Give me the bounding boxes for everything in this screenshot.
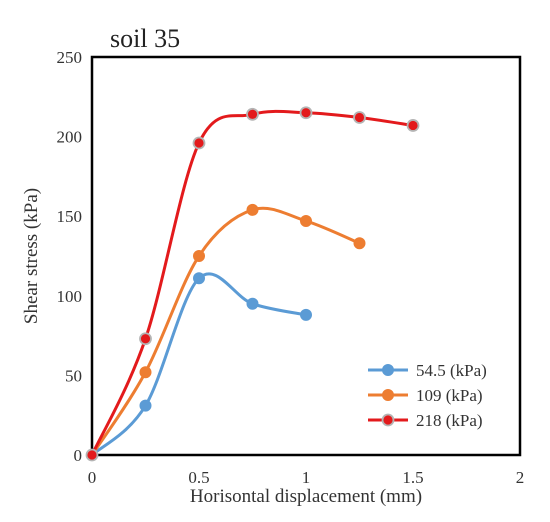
- data-point: [193, 272, 205, 285]
- x-tick-label: 1: [302, 468, 311, 487]
- legend-swatch-marker: [382, 364, 394, 376]
- x-tick-label: 0.5: [188, 468, 209, 487]
- y-tick-label: 100: [57, 287, 83, 306]
- data-point: [246, 203, 259, 216]
- data-point: [299, 106, 313, 120]
- data-point: [353, 237, 366, 250]
- data-point: [193, 250, 205, 262]
- x-tick-label: 2: [516, 468, 525, 487]
- legend-label: 109 (kPa): [416, 386, 483, 405]
- legend-swatch-marker: [382, 389, 394, 401]
- legend-label: 218 (kPa): [416, 411, 483, 430]
- y-tick-label: 250: [57, 48, 83, 67]
- x-axis-title: Horisontal displacement (mm): [190, 486, 422, 507]
- legend-item: 109 (kPa): [368, 386, 483, 405]
- data-point: [139, 332, 152, 346]
- data-point: [353, 111, 366, 124]
- y-axis-ticks: 0 50 100 150 200 250: [57, 48, 83, 465]
- x-tick-label: 0: [88, 468, 97, 487]
- series-line: [90, 109, 415, 457]
- x-tick-label: 1.5: [402, 468, 423, 487]
- plot-area-frame: [90, 55, 522, 457]
- series-3: [85, 106, 420, 462]
- data-point: [300, 308, 312, 321]
- legend-item: 218 (kPa): [368, 411, 483, 430]
- legend-label: 54.5 (kPa): [416, 361, 487, 380]
- y-tick-label: 0: [74, 446, 83, 465]
- data-point: [139, 366, 152, 379]
- data-point: [246, 107, 259, 121]
- chart-title: soil 35: [110, 24, 180, 53]
- y-tick-label: 200: [57, 128, 83, 147]
- series-2: [86, 203, 366, 461]
- data-point: [300, 214, 312, 227]
- legend: 54.5 (kPa) 109 (kPa) 218 (kPa): [368, 361, 487, 430]
- legend-item: 54.5 (kPa): [368, 361, 487, 380]
- y-axis-title: Shear stress (kPa): [21, 188, 42, 324]
- series-layer: [85, 106, 420, 462]
- legend-swatch-marker: [381, 413, 395, 427]
- data-point: [406, 119, 420, 132]
- data-point: [192, 136, 206, 150]
- data-point: [85, 448, 99, 462]
- y-tick-label: 150: [57, 207, 83, 226]
- data-point: [246, 297, 259, 310]
- x-axis-ticks: 0 0.5 1 1.5 2: [88, 468, 525, 487]
- data-point: [139, 399, 152, 412]
- y-tick-label: 50: [65, 366, 82, 385]
